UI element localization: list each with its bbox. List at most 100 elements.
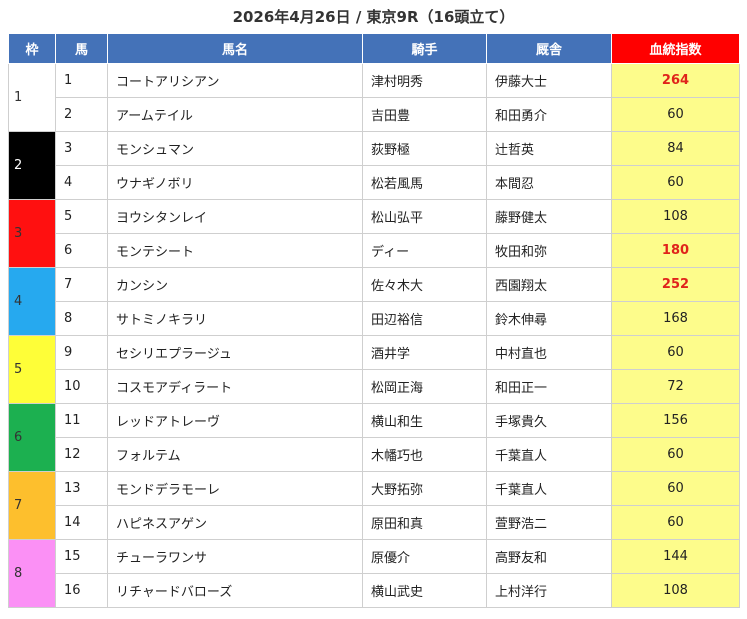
jockey-name: 松若風馬 xyxy=(362,165,487,200)
waku-cell-2: 2 xyxy=(8,131,56,200)
page-title: 2026年4月26日 / 東京9R（16頭立て） xyxy=(232,8,515,26)
horse-name: セシリエプラージュ xyxy=(107,335,363,370)
horse-name: リチャードバローズ xyxy=(107,573,363,608)
jockey-name: ディー xyxy=(362,233,487,268)
jockey-name: 田辺裕信 xyxy=(362,301,487,336)
jockey-name: 横山和生 xyxy=(362,403,487,438)
waku-cell-7: 7 xyxy=(8,471,56,540)
table-body: 1 1 コートアリシアン 津村明秀 伊藤大士 264 2 アームテイル 吉田豊 和田勇介 60 2 3 モ… xyxy=(8,63,740,608)
horse-number: 1 xyxy=(55,63,108,98)
horse-number: 13 xyxy=(55,471,108,506)
table-row: 1 1 コートアリシアン 津村明秀 伊藤大士 264 xyxy=(8,63,740,132)
pedigree-index: 108 xyxy=(611,199,740,234)
horse-name: コートアリシアン xyxy=(107,63,363,98)
pedigree-index: 60 xyxy=(611,505,740,540)
header-jockey: 騎手 xyxy=(362,33,487,64)
horse-number: 8 xyxy=(55,301,108,336)
waku-cell-4: 4 xyxy=(8,267,56,336)
header-trainer: 厩舎 xyxy=(486,33,612,64)
pedigree-index: 60 xyxy=(611,165,740,200)
table-row: 4 7 カンシン 佐々木大 西園翔太 252 xyxy=(8,267,740,336)
horse-number: 5 xyxy=(55,199,108,234)
race-entry-table: 枠 馬 馬名 騎手 厩舎 血統指数 1 1 コートアリシアン 津村明秀 伊藤大士 264 2… xyxy=(8,33,740,608)
jockey-name: 大野拓弥 xyxy=(362,471,487,506)
trainer-name: 本間忍 xyxy=(486,165,612,200)
jockey-name: 佐々木大 xyxy=(362,267,487,302)
horse-name: ウナギノボリ xyxy=(107,165,363,200)
horse-number: 14 xyxy=(55,505,108,540)
table-row: 5 9 セシリエプラージュ 酒井学 中村直也 60 xyxy=(8,335,740,404)
horse-name: ヨウシタンレイ xyxy=(107,199,363,234)
jockey-name: 松岡正海 xyxy=(362,369,487,404)
horse-name: コスモアディラート xyxy=(107,369,363,404)
pedigree-index: 108 xyxy=(611,573,740,608)
horse-number: 15 xyxy=(55,539,108,574)
pedigree-index: 168 xyxy=(611,301,740,336)
table-row: 6 11 レッドアトレーヴ 横山和生 手塚貴久 156 xyxy=(8,403,740,472)
table-row: 8 15 チューラワンサ 原優介 高野友和 144 xyxy=(8,539,740,608)
trainer-name: 和田正一 xyxy=(486,369,612,404)
jockey-name: 原田和真 xyxy=(362,505,487,540)
table-row: 10 コスモアディラート 松岡正海 和田正一 72 xyxy=(9,369,740,404)
jockey-name: 原優介 xyxy=(362,539,487,574)
trainer-name: 手塚貴久 xyxy=(486,403,612,438)
waku-cell-6: 6 xyxy=(8,403,56,472)
horse-name: レッドアトレーヴ xyxy=(107,403,363,438)
waku-cell-8: 8 xyxy=(8,539,56,608)
header-index: 血統指数 xyxy=(611,33,740,64)
waku-cell-1: 1 xyxy=(8,63,56,132)
waku-cell-3: 3 xyxy=(8,199,56,268)
horse-name: サトミノキラリ xyxy=(107,301,363,336)
trainer-name: 伊藤大士 xyxy=(486,63,612,98)
trainer-name: 萱野浩二 xyxy=(486,505,612,540)
horse-number: 7 xyxy=(55,267,108,302)
pedigree-index: 60 xyxy=(611,335,740,370)
horse-number: 11 xyxy=(55,403,108,438)
pedigree-index: 252 xyxy=(611,267,740,302)
pedigree-index: 60 xyxy=(611,471,740,506)
horse-number: 6 xyxy=(55,233,108,268)
pedigree-index: 144 xyxy=(611,539,740,574)
horse-name: アームテイル xyxy=(107,97,363,132)
horse-number: 3 xyxy=(55,131,108,166)
header-waku: 枠 xyxy=(8,33,56,64)
horse-name: フォルテム xyxy=(107,437,363,472)
horse-name: モンドデラモーレ xyxy=(107,471,363,506)
pedigree-index: 84 xyxy=(611,131,740,166)
jockey-name: 酒井学 xyxy=(362,335,487,370)
table-row: 2 3 モンシュマン 荻野極 辻哲英 84 xyxy=(8,131,740,200)
trainer-name: 鈴木伸尋 xyxy=(486,301,612,336)
table-row: 6 モンテシート ディー 牧田和弥 180 xyxy=(9,233,740,268)
header-horse: 馬名 xyxy=(107,33,363,64)
waku-cell-5: 5 xyxy=(8,335,56,404)
horse-name: チューラワンサ xyxy=(107,539,363,574)
trainer-name: 辻哲英 xyxy=(486,131,612,166)
horse-number: 12 xyxy=(55,437,108,472)
horse-number: 4 xyxy=(55,165,108,200)
pedigree-index: 156 xyxy=(611,403,740,438)
jockey-name: 松山弘平 xyxy=(362,199,487,234)
horse-name: カンシン xyxy=(107,267,363,302)
jockey-name: 横山武史 xyxy=(362,573,487,608)
table-row: 4 ウナギノボリ 松若風馬 本間忍 60 xyxy=(9,165,740,200)
horse-name: モンテシート xyxy=(107,233,363,268)
table-row: 14 ハピネスアゲン 原田和真 萱野浩二 60 xyxy=(9,505,740,540)
table-row: 8 サトミノキラリ 田辺裕信 鈴木伸尋 168 xyxy=(9,301,740,336)
pedigree-index: 60 xyxy=(611,97,740,132)
trainer-name: 和田勇介 xyxy=(486,97,612,132)
pedigree-index: 72 xyxy=(611,369,740,404)
horse-number: 16 xyxy=(55,573,108,608)
trainer-name: 千葉直人 xyxy=(486,437,612,472)
header-umaban: 馬 xyxy=(55,33,108,64)
horse-name: ハピネスアゲン xyxy=(107,505,363,540)
pedigree-index: 180 xyxy=(611,233,740,268)
table-row: 7 13 モンドデラモーレ 大野拓弥 千葉直人 60 xyxy=(8,471,740,540)
trainer-name: 千葉直人 xyxy=(486,471,612,506)
pedigree-index: 264 xyxy=(611,63,740,98)
table-header-row: 枠 馬 馬名 騎手 厩舎 血統指数 xyxy=(8,33,740,64)
pedigree-index: 60 xyxy=(611,437,740,472)
jockey-name: 津村明秀 xyxy=(362,63,487,98)
trainer-name: 上村洋行 xyxy=(486,573,612,608)
table-row: 3 5 ヨウシタンレイ 松山弘平 藤野健太 108 xyxy=(8,199,740,268)
trainer-name: 藤野健太 xyxy=(486,199,612,234)
